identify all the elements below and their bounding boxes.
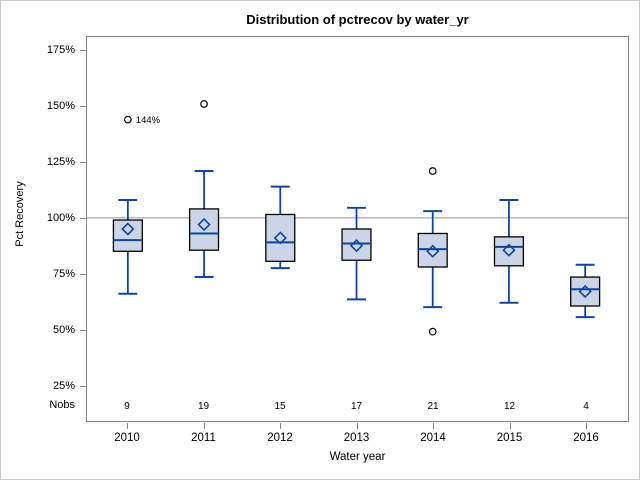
nobs-value: 12 bbox=[503, 401, 516, 412]
boxplot-group-2014 bbox=[417, 167, 448, 336]
boxplot-group-2013 bbox=[341, 206, 372, 301]
outlier-marker bbox=[428, 167, 437, 175]
nobs-value: 4 bbox=[583, 401, 589, 412]
x-category-label: 2011 bbox=[191, 432, 216, 444]
nobs-value: 19 bbox=[197, 401, 210, 412]
y-tick-label: 150% bbox=[46, 99, 75, 112]
outlier-marker bbox=[428, 327, 437, 336]
x-tick-mark bbox=[356, 423, 358, 429]
nobs-row-label: Nobs bbox=[49, 399, 75, 411]
y-tick-mark bbox=[80, 105, 86, 107]
boxplot-group-2012 bbox=[265, 185, 296, 270]
iqr-box bbox=[417, 232, 448, 268]
iqr-box bbox=[265, 213, 296, 262]
x-category-label: 2010 bbox=[114, 432, 140, 444]
x-tick-mark bbox=[203, 423, 205, 429]
nobs-value: 17 bbox=[350, 401, 363, 412]
chart-title: Distribution of pctrecov by water_yr bbox=[246, 12, 469, 27]
x-category-label: 2014 bbox=[420, 432, 446, 444]
mean-diamond bbox=[273, 231, 287, 245]
x-category-label: 2016 bbox=[573, 432, 599, 444]
outlier-label: 144% bbox=[136, 115, 161, 126]
x-category-label: 2012 bbox=[267, 432, 293, 444]
iqr-box bbox=[188, 208, 220, 251]
iqr-box bbox=[112, 219, 143, 252]
nobs-value: 9 bbox=[124, 401, 130, 412]
outlier-marker bbox=[200, 100, 208, 108]
y-tick-label: 100% bbox=[46, 211, 75, 224]
y-tick-label: 50% bbox=[52, 324, 75, 336]
boxplot-group-2010: 144% bbox=[112, 115, 161, 295]
mean-diamond bbox=[349, 239, 364, 253]
mean-diamond bbox=[426, 244, 440, 258]
x-tick-mark bbox=[280, 423, 281, 429]
x-tick-mark bbox=[433, 423, 434, 429]
y-tick-label: 175% bbox=[46, 43, 75, 56]
nobs-value: 15 bbox=[274, 401, 286, 412]
y-tick-mark bbox=[80, 49, 86, 51]
plot-area: 144% bbox=[86, 36, 629, 422]
boxplot-group-2015 bbox=[493, 198, 525, 304]
x-tick-mark bbox=[509, 423, 511, 429]
x-axis-label: Water year bbox=[329, 451, 386, 463]
plot-canvas: 144% bbox=[87, 100, 628, 336]
iqr-box bbox=[493, 236, 525, 267]
y-tick-mark bbox=[80, 217, 86, 219]
y-tick-mark bbox=[80, 273, 86, 275]
y-tick-mark bbox=[80, 161, 86, 163]
mean-diamond bbox=[197, 217, 211, 232]
x-category-label: 2013 bbox=[343, 432, 370, 444]
mean-diamond bbox=[578, 284, 592, 299]
y-tick-label: 25% bbox=[52, 380, 75, 393]
x-tick-mark bbox=[586, 423, 587, 429]
mean-diamond bbox=[502, 243, 516, 257]
boxplot-group-2011 bbox=[188, 100, 220, 279]
nobs-value: 21 bbox=[427, 401, 439, 412]
iqr-box bbox=[570, 276, 601, 307]
x-category-label: 2015 bbox=[496, 432, 523, 444]
outlier-marker bbox=[123, 115, 132, 124]
y-axis-label: Pct Recovery bbox=[14, 181, 26, 247]
y-tick-mark bbox=[80, 386, 86, 388]
boxplot-group-2016 bbox=[570, 263, 601, 319]
y-tick-label: 125% bbox=[46, 155, 75, 168]
y-tick-label: 75% bbox=[52, 267, 75, 280]
iqr-box bbox=[341, 228, 372, 261]
x-tick-mark bbox=[127, 423, 128, 429]
mean-diamond bbox=[121, 222, 135, 236]
y-tick-mark bbox=[80, 330, 86, 331]
